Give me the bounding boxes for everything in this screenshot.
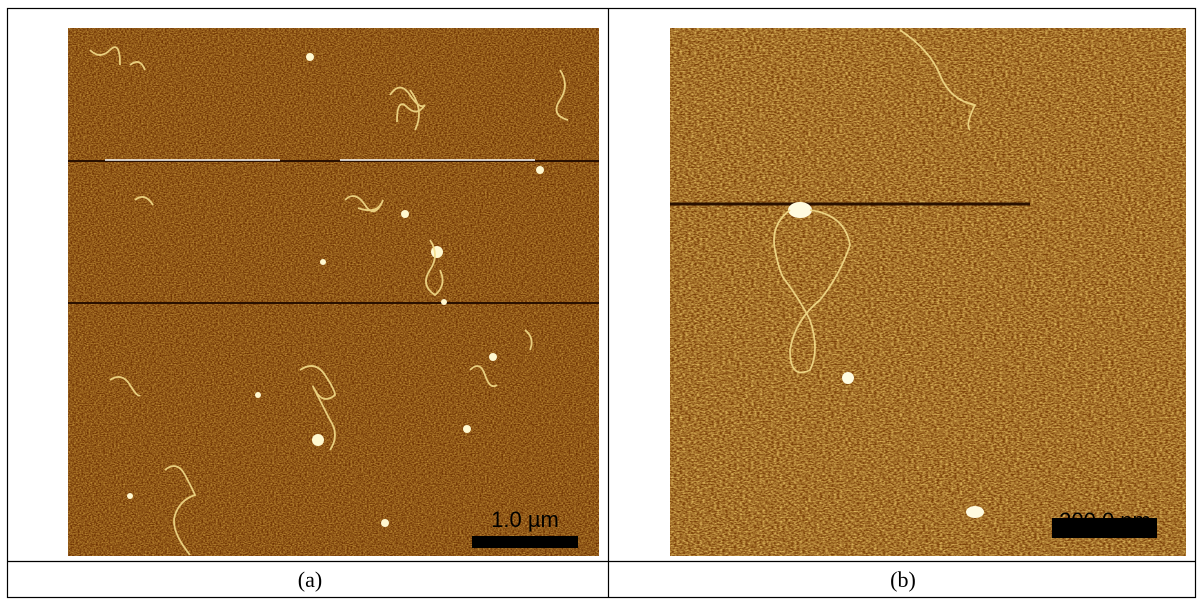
panel-caption: (a) (298, 567, 322, 592)
afm-image-b (670, 28, 1186, 556)
scale-bar-label: 200.0 nm (1059, 508, 1151, 533)
figure-table: 1.0 µm 200.0 nm (a) (b) (0, 0, 1200, 601)
scale-bar-label: 1.0 µm (491, 507, 559, 532)
afm-image-a (68, 28, 599, 556)
panel-caption: (b) (890, 567, 916, 592)
scale-bar-a (472, 536, 578, 548)
